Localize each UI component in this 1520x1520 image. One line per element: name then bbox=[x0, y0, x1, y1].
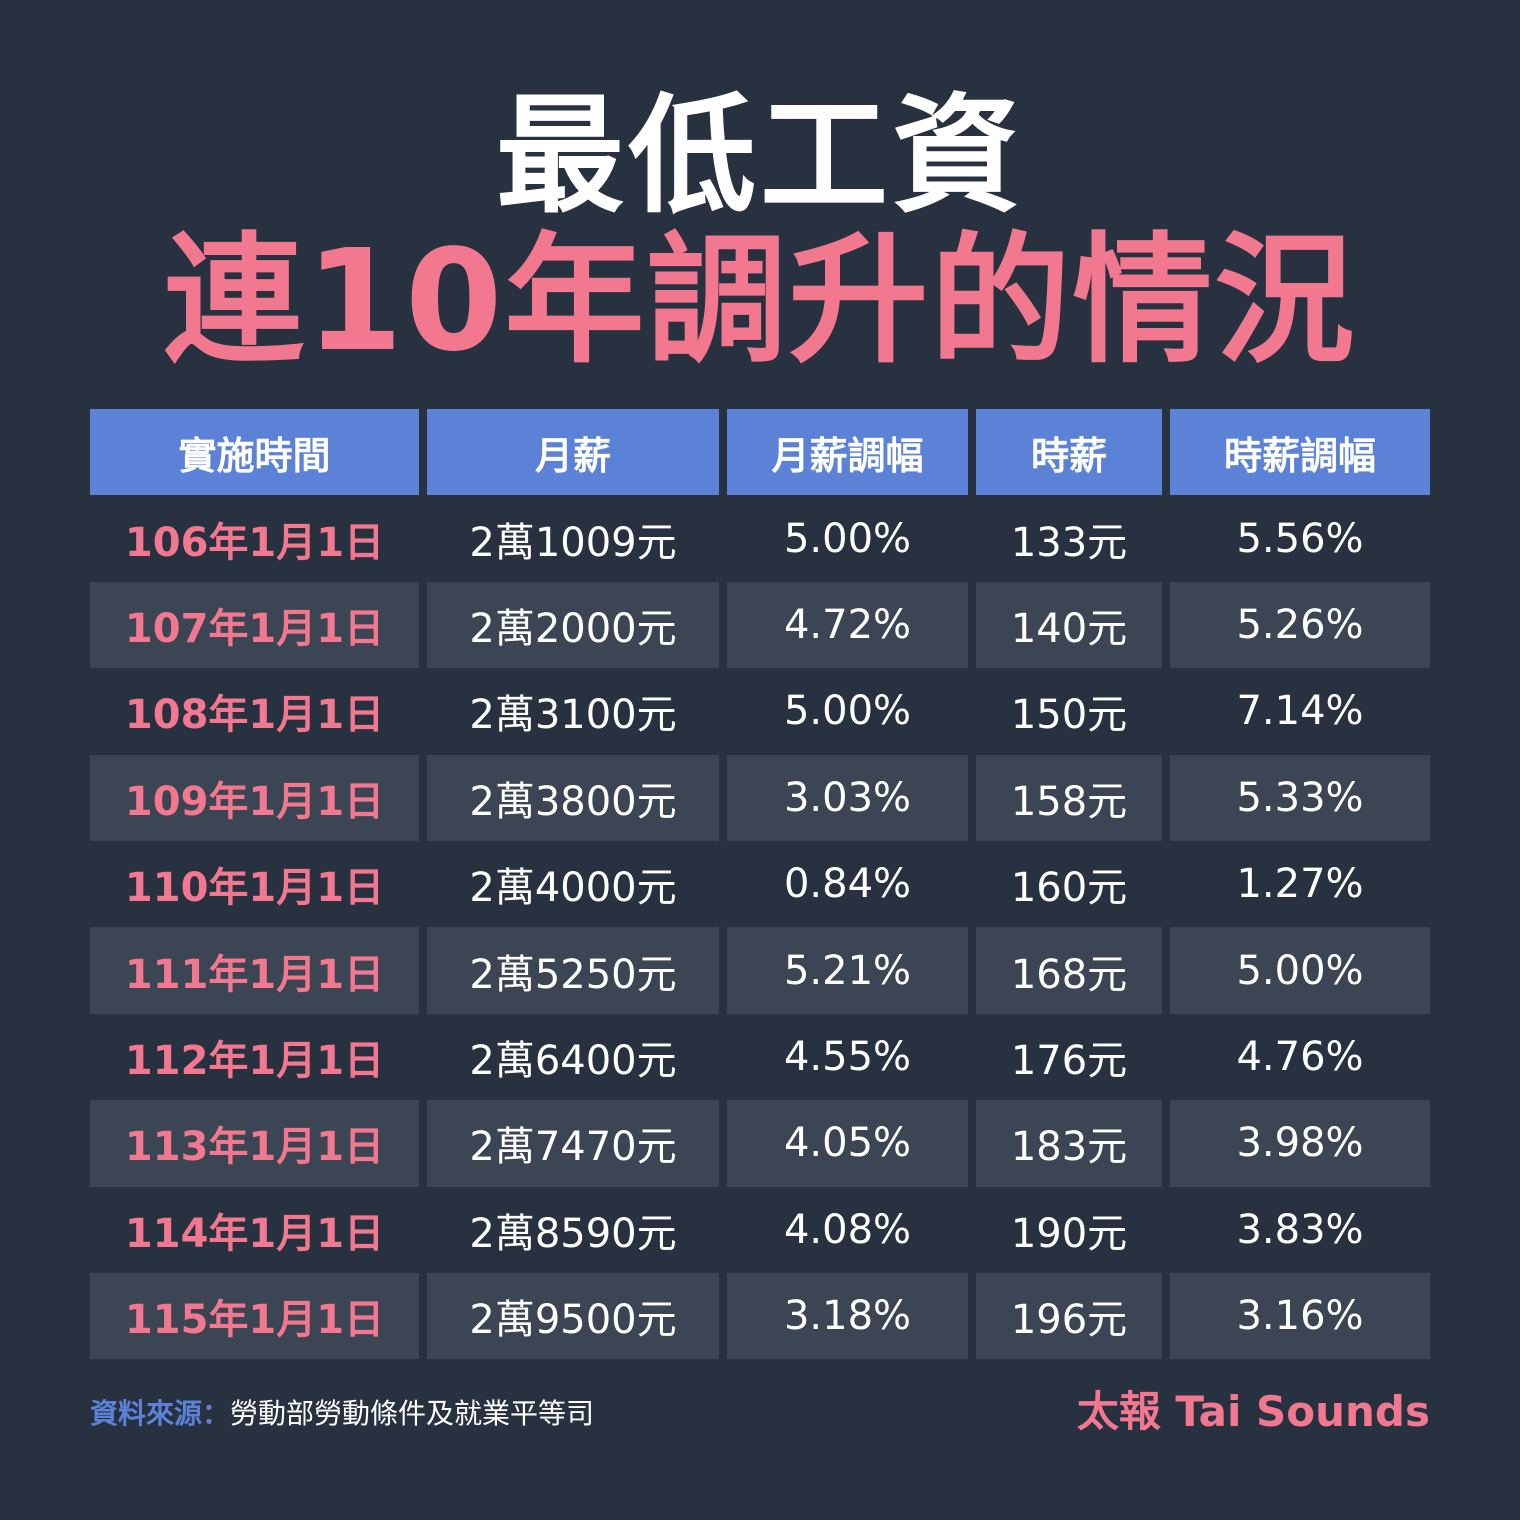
header-col-monthly: 月薪 bbox=[427, 409, 719, 496]
table-cell-col-date: 114年1月1日 bbox=[90, 1186, 419, 1273]
table-cell-col-monthly-rate: 3.03% bbox=[727, 754, 968, 841]
header-col-date: 實施時間 bbox=[90, 409, 419, 496]
table-cell-col-hourly-rate: 1.27% bbox=[1170, 840, 1430, 928]
table-cell-col-hourly-rate: 5.33% bbox=[1170, 754, 1430, 841]
source-label: 資料來源： bbox=[90, 1397, 231, 1430]
table-cell-col-hourly: 150元 bbox=[976, 668, 1162, 755]
table-cell-col-monthly: 2萬1009元 bbox=[427, 495, 719, 582]
header-col-monthly-rate: 月薪調幅 bbox=[727, 409, 968, 496]
table-cell-col-monthly-rate: 5.21% bbox=[727, 927, 968, 1014]
table-cell-col-date: 106年1月1日 bbox=[90, 495, 419, 582]
table-cell-col-monthly: 2萬3800元 bbox=[427, 754, 719, 841]
table-cell-col-monthly-rate: 5.00% bbox=[727, 495, 968, 582]
header-col-hourly-rate: 時薪調幅 bbox=[1170, 409, 1430, 496]
table-cell-col-monthly-rate: 4.05% bbox=[727, 1100, 968, 1187]
table-cell-col-monthly: 2萬6400元 bbox=[427, 1013, 719, 1101]
table-cell-col-hourly: 160元 bbox=[976, 840, 1162, 928]
table-cell-col-monthly-rate: 4.55% bbox=[727, 1013, 968, 1101]
wage-table: 實施時間 月薪 月薪調幅 時薪 時薪調幅 106年1月1日 2萬1009元 5.00% 133元… bbox=[90, 409, 1430, 1360]
table-cell-col-date: 110年1月1日 bbox=[90, 840, 419, 928]
table-cell-col-date: 113年1月1日 bbox=[90, 1100, 419, 1187]
table-cell-col-monthly-rate: 5.00% bbox=[727, 668, 968, 755]
table-cell-col-hourly: 140元 bbox=[976, 581, 1162, 669]
header-col-hourly: 時薪 bbox=[976, 409, 1162, 496]
table-cell-col-monthly: 2萬8590元 bbox=[427, 1186, 719, 1273]
table-cell-col-hourly-rate: 3.98% bbox=[1170, 1100, 1430, 1187]
table-cell-col-monthly-rate: 3.18% bbox=[727, 1272, 968, 1360]
table-cell-col-monthly: 2萬9500元 bbox=[427, 1272, 719, 1360]
table-cell-col-monthly: 2萬5250元 bbox=[427, 927, 719, 1014]
table-cell-col-date: 109年1月1日 bbox=[90, 754, 419, 841]
table-cell-col-hourly-rate: 5.56% bbox=[1170, 495, 1430, 582]
table-cell-col-hourly: 196元 bbox=[976, 1272, 1162, 1360]
table-cell-col-hourly: 168元 bbox=[976, 927, 1162, 1014]
table-cell-col-hourly: 133元 bbox=[976, 495, 1162, 582]
table-cell-col-hourly-rate: 3.16% bbox=[1170, 1272, 1430, 1360]
source-note: 資料來源：勞動部勞動條件及就業平等司 bbox=[90, 1394, 594, 1434]
table-cell-col-date: 112年1月1日 bbox=[90, 1013, 419, 1101]
table-cell-col-hourly: 183元 bbox=[976, 1100, 1162, 1187]
table-cell-col-hourly-rate: 3.83% bbox=[1170, 1186, 1430, 1273]
table-cell-col-hourly-rate: 5.26% bbox=[1170, 581, 1430, 669]
table-cell-col-date: 111年1月1日 bbox=[90, 927, 419, 1014]
table-cell-col-date: 107年1月1日 bbox=[90, 581, 419, 669]
table-cell-col-monthly: 2萬3100元 bbox=[427, 668, 719, 755]
table-cell-col-monthly-rate: 0.84% bbox=[727, 840, 968, 928]
page-title: 最低工資 bbox=[495, 82, 1024, 231]
table-cell-col-hourly: 158元 bbox=[976, 754, 1162, 841]
table-cell-col-hourly-rate: 7.14% bbox=[1170, 668, 1430, 755]
table-cell-col-date: 108年1月1日 bbox=[90, 668, 419, 755]
table-cell-col-hourly: 190元 bbox=[976, 1186, 1162, 1273]
page-subtitle: 連10年調升的情況 bbox=[163, 220, 1357, 383]
table-cell-col-date: 115年1月1日 bbox=[90, 1272, 419, 1360]
table-cell-col-hourly: 176元 bbox=[976, 1013, 1162, 1101]
source-text: 勞動部勞動條件及就業平等司 bbox=[230, 1397, 595, 1430]
brand-logo: 太報 Tai Sounds bbox=[1076, 1387, 1430, 1436]
table-cell-col-monthly: 2萬7470元 bbox=[427, 1100, 719, 1187]
table-cell-col-hourly-rate: 5.00% bbox=[1170, 927, 1430, 1014]
table-cell-col-monthly-rate: 4.08% bbox=[727, 1186, 968, 1273]
table-cell-col-monthly-rate: 4.72% bbox=[727, 581, 968, 669]
table-cell-col-monthly: 2萬4000元 bbox=[427, 840, 719, 928]
table-cell-col-monthly: 2萬2000元 bbox=[427, 581, 719, 669]
table-cell-col-hourly-rate: 4.76% bbox=[1170, 1013, 1430, 1101]
